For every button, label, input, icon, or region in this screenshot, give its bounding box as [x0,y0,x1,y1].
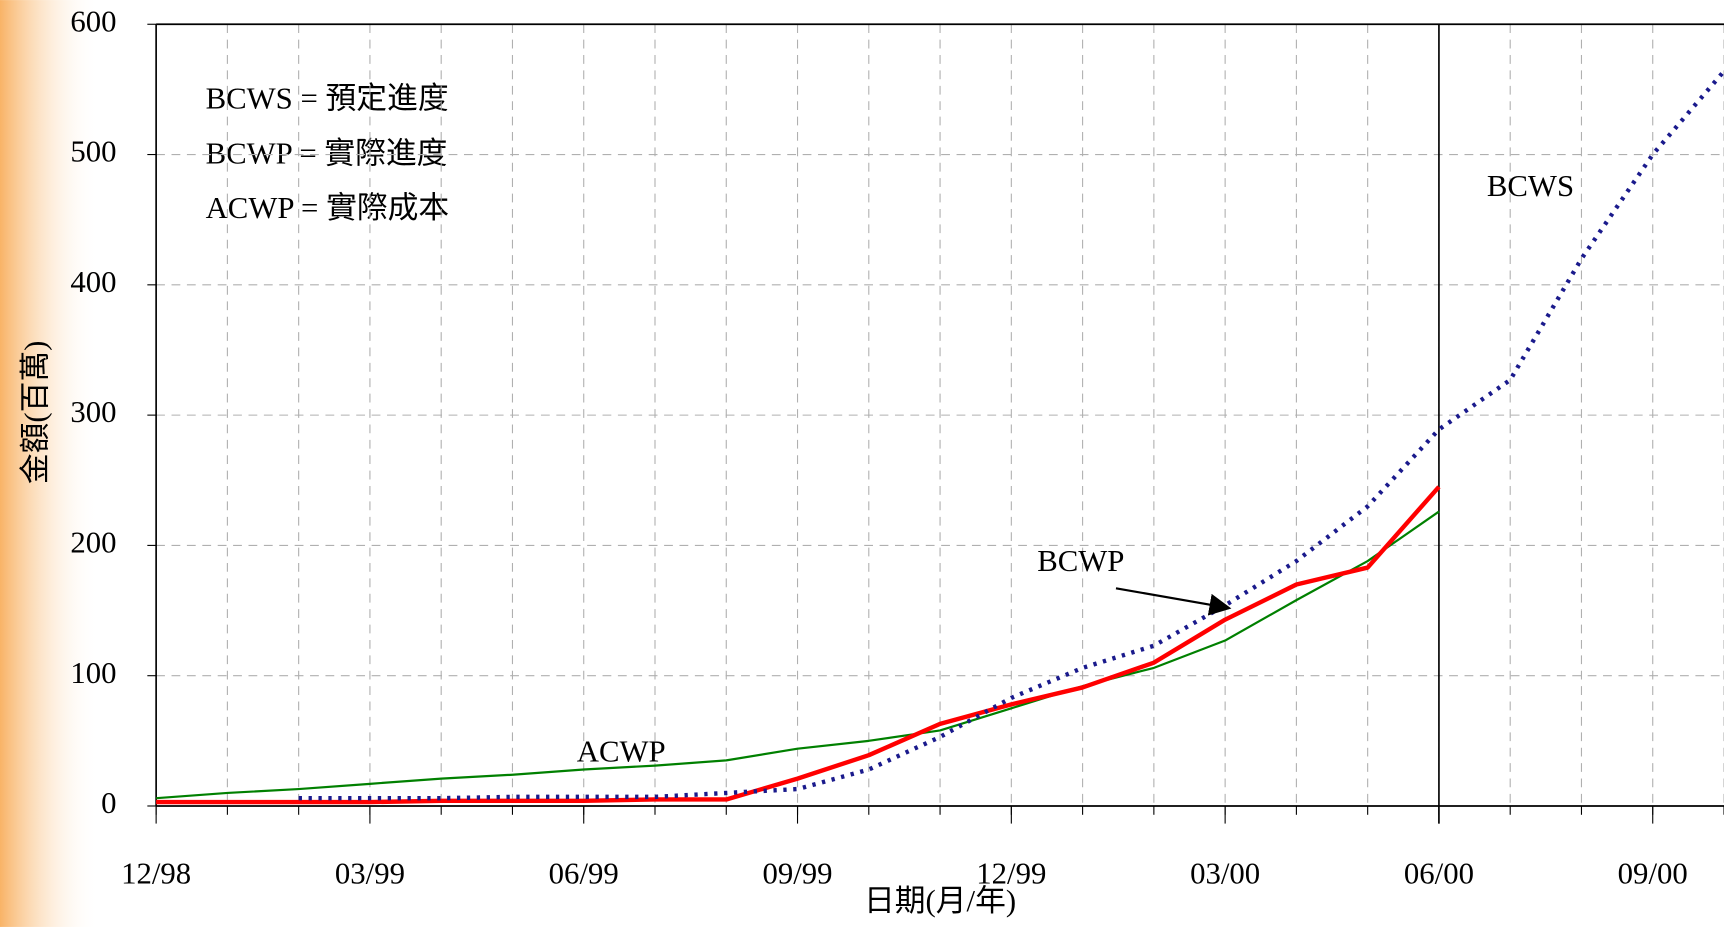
y-tick-label: 300 [70,395,116,429]
y-tick-label: 100 [70,656,116,690]
x-tick-label: 03/99 [335,856,405,890]
y-tick-label: 400 [70,265,116,299]
series-label: BCWP [1037,544,1124,578]
legend-text: BCWP = 實際進度 [206,136,448,170]
y-tick-label: 200 [70,525,116,559]
page: {"chart_data": { "type": "line", "y_labe… [0,0,1724,927]
x-tick-label: 09/99 [762,856,832,890]
x-tick-label: 09/00 [1618,856,1688,890]
x-tick-label: 12/98 [121,856,191,890]
y-tick-label: 600 [70,4,116,38]
y-tick-label: 0 [101,786,116,820]
x-tick-label: 12/99 [976,856,1046,890]
x-tick-label: 06/99 [549,856,619,890]
legend-text: BCWS = 預定進度 [206,81,449,115]
chart: 金額(百萬) 日期(月/年) BCWS = 預定進度 BCWP = 實際進度 A… [0,0,1724,927]
series-label: BCWS [1487,169,1574,203]
y-axis-title: 金額(百萬) [19,341,53,485]
x-tick-label: 06/00 [1404,856,1474,890]
series-label: ACWP [577,734,666,768]
label-arrow [1116,588,1229,608]
y-tick-label: 500 [70,135,116,169]
legend-text: ACWP = 實際成本 [206,191,450,225]
x-tick-label: 03/00 [1190,856,1260,890]
